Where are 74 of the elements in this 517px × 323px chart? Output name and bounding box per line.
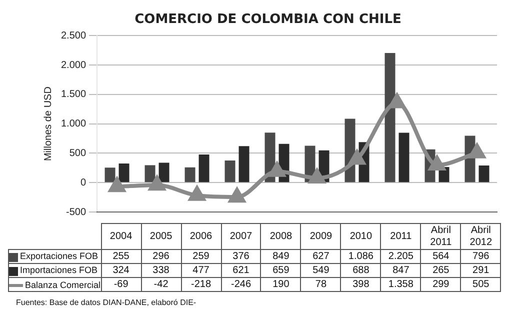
data-label: -246 <box>221 278 261 292</box>
data-label: 324 <box>101 264 142 278</box>
data-label: 259 <box>181 250 221 264</box>
x-tick-label: 2007 <box>221 224 261 250</box>
data-label: 78 <box>300 278 341 292</box>
data-label: 265 <box>420 264 461 278</box>
y-tick-label: 2.500 <box>60 30 86 42</box>
y-tick-label: -500 <box>66 206 86 218</box>
point <box>348 150 366 165</box>
point <box>148 176 166 191</box>
y-tick-label: 1.500 <box>60 89 86 100</box>
data-label: 376 <box>221 250 261 264</box>
point <box>468 144 486 158</box>
x-tick-label: Abril 2011 <box>420 224 461 250</box>
bar <box>478 165 490 182</box>
chart-title: COMERCIO DE COLOMBIA CON CHILE <box>134 12 402 28</box>
data-label: 477 <box>181 264 221 278</box>
data-label: 1.086 <box>340 250 381 264</box>
data-label: 621 <box>221 264 261 278</box>
bar <box>184 167 196 182</box>
bar <box>158 162 170 182</box>
data-label: -69 <box>101 278 142 292</box>
x-tick-label: 2009 <box>300 224 341 250</box>
x-tick-label: 2006 <box>181 224 221 250</box>
data-label: 291 <box>460 264 501 278</box>
bar <box>118 164 130 182</box>
x-tick-label: Abril 2012 <box>460 224 501 250</box>
data-label: 190 <box>260 278 301 292</box>
data-label: 1.358 <box>380 278 421 292</box>
data-label: -218 <box>181 278 221 292</box>
data-label: 688 <box>340 264 381 278</box>
y-tick-label: 500 <box>69 148 86 159</box>
data-label: 627 <box>300 250 341 264</box>
data-label: 564 <box>420 250 461 264</box>
point <box>108 178 126 192</box>
y-tick-label: 1.000 <box>60 118 86 130</box>
x-tick-label: 2004 <box>101 224 142 250</box>
data-label: 255 <box>101 250 142 264</box>
bar <box>198 154 210 182</box>
data-label: 505 <box>460 278 501 292</box>
data-label: 338 <box>141 264 182 278</box>
y-tick-label: 2.000 <box>60 60 86 71</box>
data-label: 847 <box>380 264 421 278</box>
point <box>228 188 246 203</box>
point <box>388 94 406 108</box>
data-label: 299 <box>420 278 461 292</box>
y-tick-label: 0 <box>80 177 86 188</box>
bar <box>398 132 410 182</box>
point <box>308 169 326 184</box>
data-label: 549 <box>300 264 341 278</box>
legend-label: Balanza Comercial <box>25 280 101 290</box>
point <box>268 162 286 177</box>
bar <box>238 146 250 182</box>
x-tick-label: 2011 <box>380 224 421 250</box>
data-label: 296 <box>141 250 182 264</box>
data-label: 796 <box>460 250 501 264</box>
legend-label: Importaciones FOB <box>20 265 98 276</box>
bar <box>384 52 396 182</box>
point <box>428 156 446 171</box>
bar <box>224 160 236 182</box>
y-axis-title: Millones de USD <box>42 86 54 162</box>
data-label: 659 <box>260 264 301 278</box>
source-note: Fuentes: Base de datos DIAN-DANE, elaboró DIE- <box>16 298 198 307</box>
x-tick-label: 2005 <box>141 224 182 250</box>
data-label: 849 <box>260 250 301 264</box>
point <box>188 186 206 201</box>
data-label: 398 <box>340 278 381 292</box>
data-label: -42 <box>141 278 182 292</box>
x-tick-label: 2008 <box>260 224 301 250</box>
legend-label: Exportaciones FOB <box>20 251 98 262</box>
bar <box>104 168 116 182</box>
data-label: 2.205 <box>380 250 421 264</box>
bar <box>144 165 156 182</box>
x-tick-label: 2010 <box>340 224 381 250</box>
